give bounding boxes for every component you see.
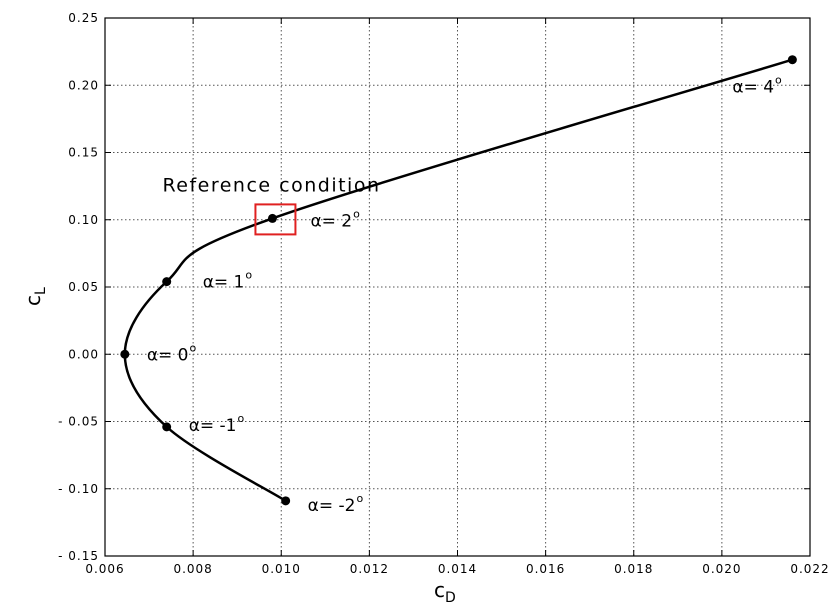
alpha-label: α= 2o	[310, 207, 360, 231]
data-point	[120, 349, 130, 359]
alpha-label: α= 4o	[732, 74, 782, 98]
y-axis-label-main: c	[21, 295, 45, 306]
x-tick-label: 0.020	[702, 562, 741, 576]
grid	[105, 18, 810, 556]
data-points	[120, 55, 797, 506]
data-point	[162, 277, 172, 287]
y-tick-label: - 0.10	[58, 482, 99, 496]
data-point	[281, 496, 291, 506]
degree-symbol: o	[238, 412, 245, 425]
y-axis-label-sub: L	[33, 287, 49, 295]
tick-labels: 0.006 0.008 0.010 0.012 0.014 0.016 0.018 0.020…	[58, 11, 829, 576]
alpha-label: α= 0o	[147, 341, 197, 365]
y-tick-label: 0.15	[68, 146, 99, 160]
axis-ticks	[104, 17, 811, 557]
x-tick-label: 0.006	[85, 562, 124, 576]
alpha-label: α= -1o	[189, 412, 245, 436]
x-tick-label: 0.010	[262, 562, 301, 576]
x-tick-label: 0.012	[350, 562, 389, 576]
alpha-label: α= -2o	[308, 492, 364, 516]
y-tick-label: 0.10	[68, 213, 99, 227]
data-point	[267, 213, 277, 223]
y-tick-label: - 0.15	[58, 549, 99, 563]
x-tick-label: 0.018	[614, 562, 653, 576]
x-axis-label: cD	[434, 578, 456, 606]
y-tick-label: 0.25	[68, 11, 99, 25]
degree-symbol: o	[190, 341, 197, 354]
alpha-label: α= 1o	[203, 269, 253, 293]
x-tick-label: 0.022	[790, 562, 829, 576]
degree-symbol: o	[775, 74, 782, 87]
point-annotations: α= -2o α= -1o α= 0o α= 1o α= 2o α= 4o	[147, 74, 782, 516]
y-tick-label: 0.05	[68, 280, 99, 294]
data-point	[162, 422, 172, 432]
reference-condition-box	[254, 203, 297, 236]
data-point	[787, 55, 797, 65]
y-axis-label: cL	[21, 287, 49, 306]
degree-symbol: o	[356, 492, 363, 505]
x-tick-label: 0.014	[438, 562, 477, 576]
degree-symbol: o	[245, 269, 252, 282]
y-tick-label: 0.20	[68, 78, 99, 92]
y-tick-label: - 0.05	[58, 415, 99, 429]
reference-condition-label: Reference condition	[162, 174, 380, 196]
x-axis-label-sub: D	[445, 590, 456, 606]
y-tick-label: 0.00	[68, 347, 99, 361]
degree-symbol: o	[353, 207, 360, 220]
x-tick-label: 0.016	[526, 562, 565, 576]
x-axis-label-main: c	[434, 578, 445, 602]
x-tick-label: 0.008	[173, 562, 212, 576]
